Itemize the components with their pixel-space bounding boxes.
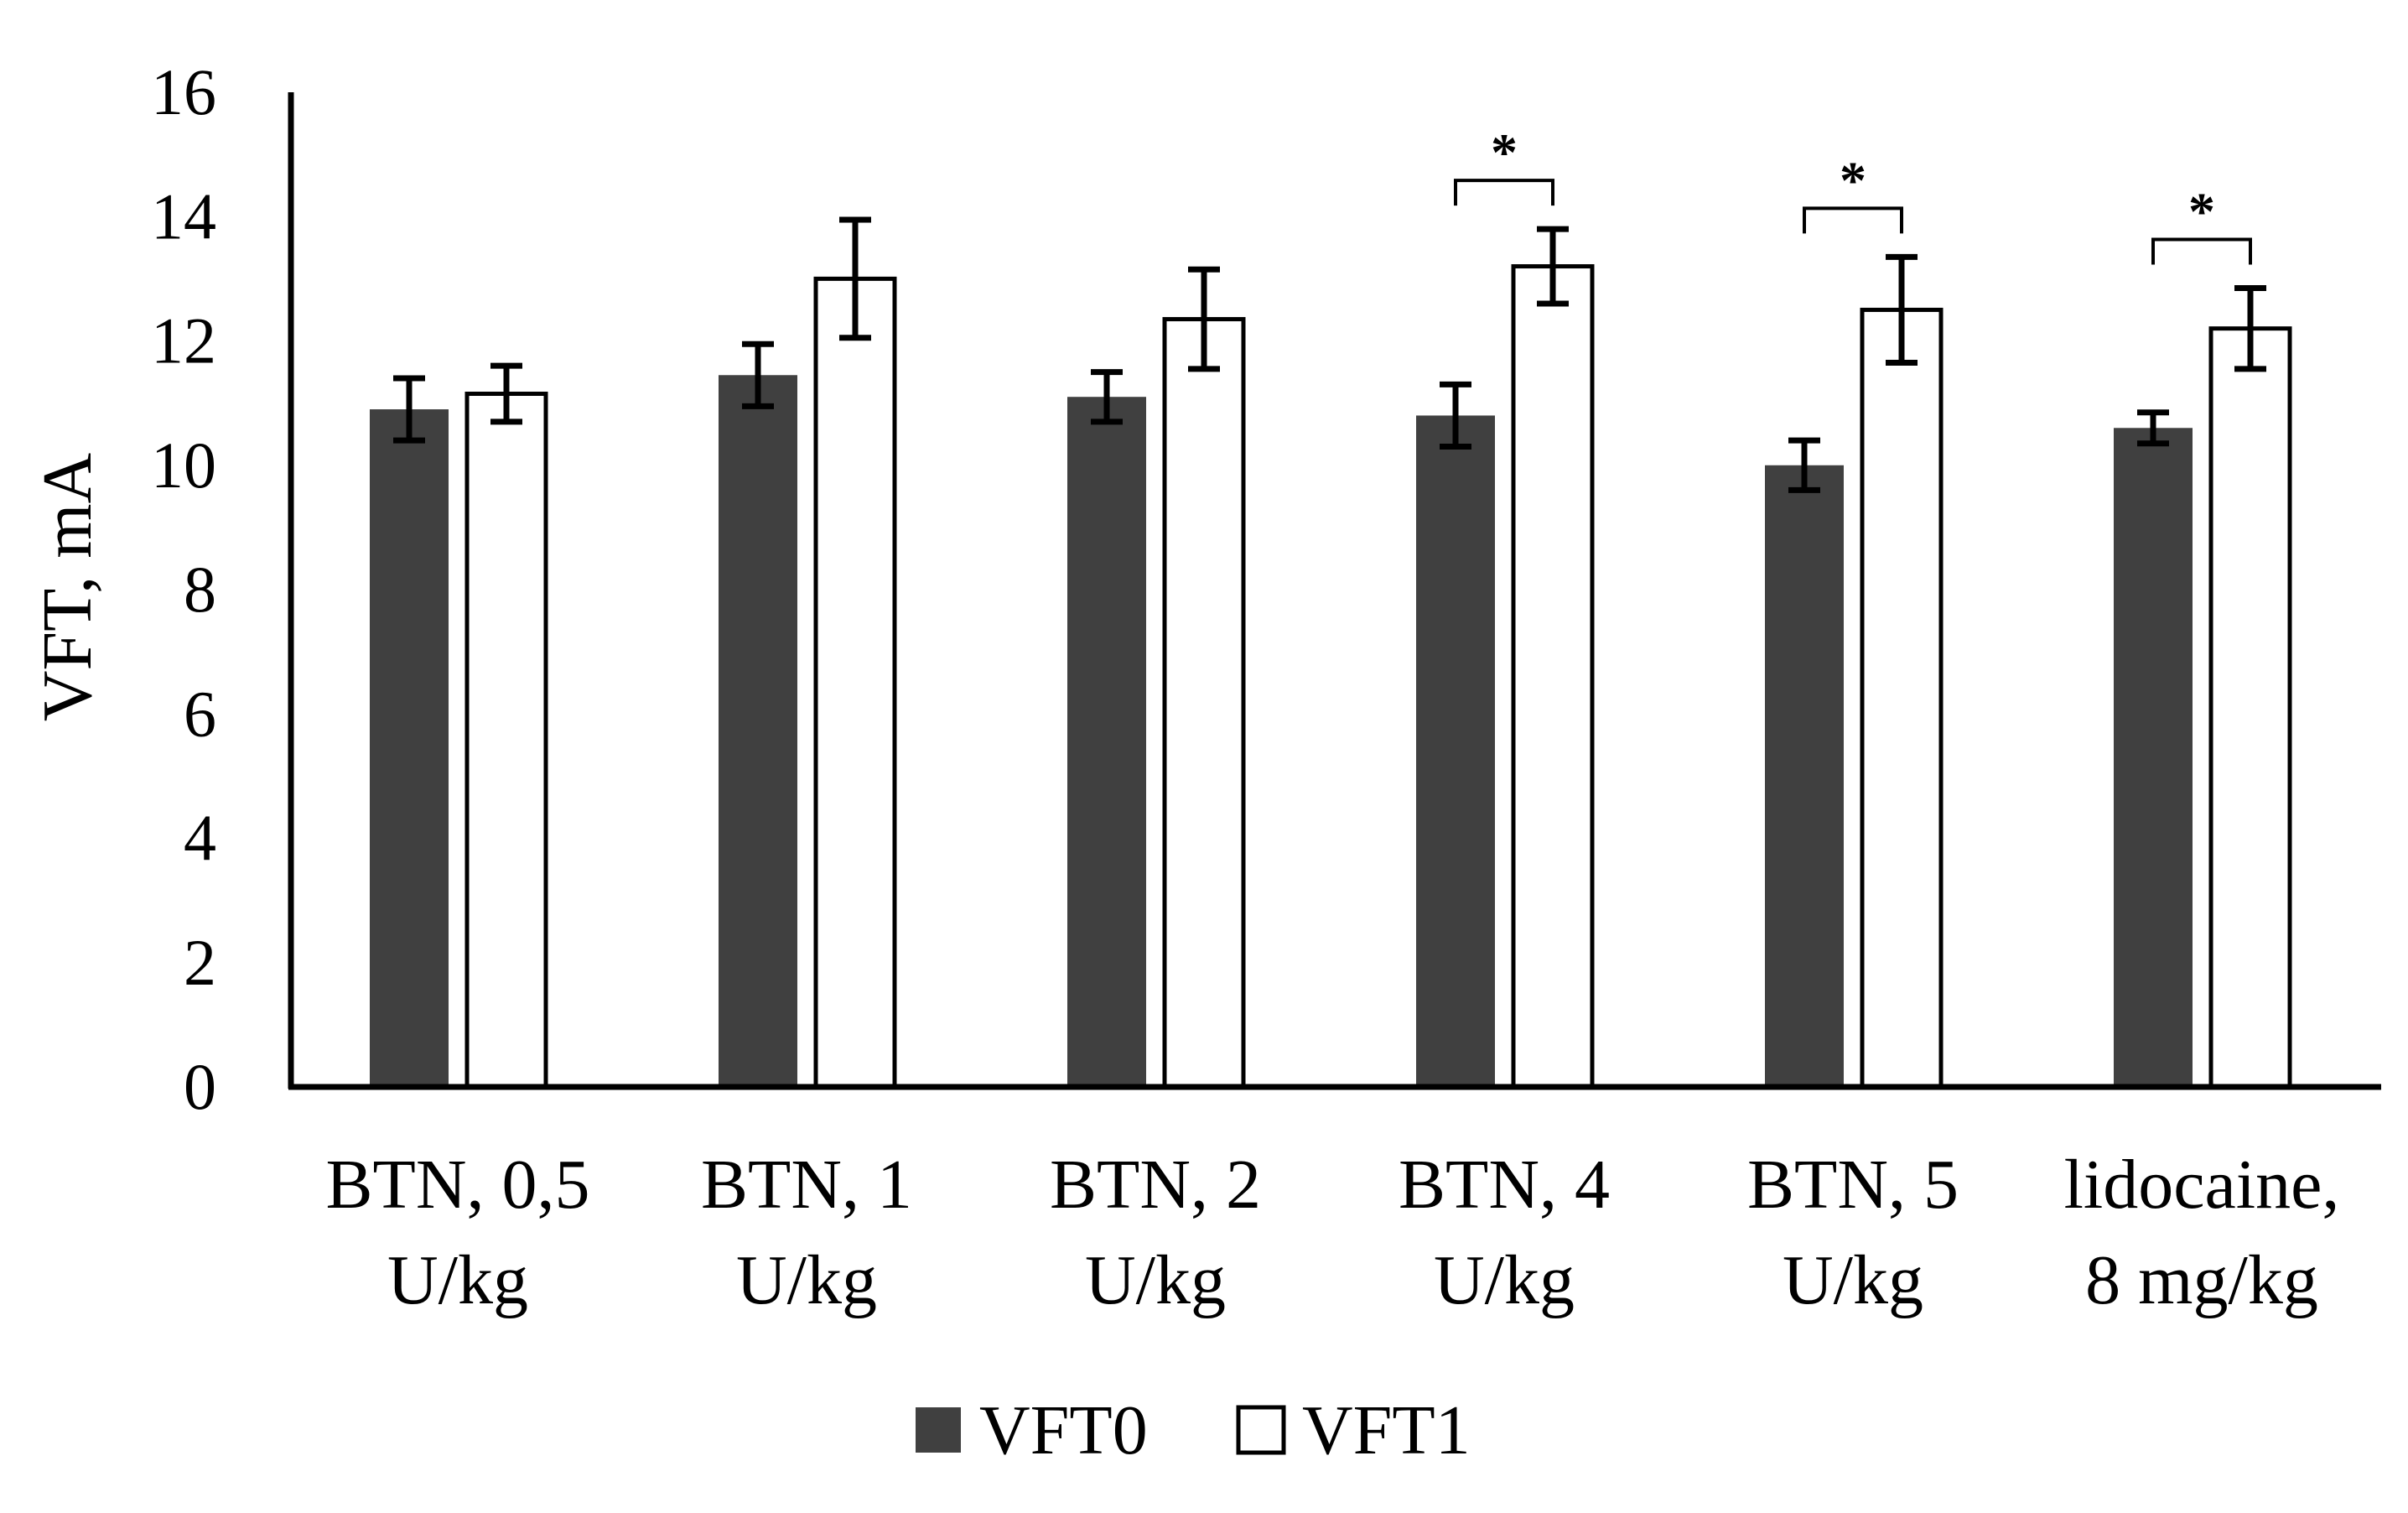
bars [370,264,2292,1089]
bar-vft1 [464,392,548,1089]
y-tick-label: 10 [151,429,216,502]
bar-vft0 [1067,397,1146,1087]
bar-vft0 [370,409,449,1088]
error-bars [393,216,2266,493]
legend-swatch-vft1 [1236,1405,1286,1455]
y-tick-label: 2 [184,926,216,999]
bar-vft0 [2114,428,2193,1087]
bar-vft1 [2208,326,2292,1089]
legend: VFT0 VFT1 [916,1391,1471,1469]
x-category-label: BTN, 4 [1399,1146,1610,1224]
x-category-label: 8 mg/kg [2085,1241,2318,1319]
y-tick-label: 16 [151,55,216,128]
x-category-label: U/kg [1434,1241,1575,1319]
bar-vft1 [1162,317,1246,1089]
x-category-label: U/kg [736,1241,877,1319]
y-tick-label: 12 [151,304,216,377]
legend-label-vft1: VFT1 [1302,1391,1471,1469]
significance-bracket [1803,206,1903,234]
bar-vft0 [1416,415,1495,1087]
y-tick-label: 4 [184,802,216,875]
bar-vft1 [1860,307,1944,1089]
x-category-label: lidocaine, [2064,1146,2340,1224]
y-tick-label: 14 [151,179,216,252]
x-category-label: BTN, 2 [1050,1146,1261,1224]
x-category-label: BTN, 0,5 [326,1146,590,1224]
y-axis-ticks: 0 2 4 6 8 10 12 14 16 [151,55,216,1123]
bar-vft0 [1765,465,1844,1087]
x-category-label: BTN, 1 [701,1146,912,1224]
y-axis-label: VFT, mA [29,452,106,721]
x-category-label: U/kg [1783,1241,1923,1319]
legend-swatch-vft0 [916,1407,961,1453]
x-axis-categories: BTN, 0,5 U/kg BTN, 1 U/kg BTN, 2 U/kg BTN, 4 U/… [326,1146,2340,1319]
y-tick-label: 6 [184,677,216,750]
y-tick-label: 8 [184,553,216,626]
x-category-label: U/kg [387,1241,528,1319]
significance-star: * [2188,181,2215,241]
y-tick-label: 0 [184,1050,216,1123]
significance-star: * [1491,122,1518,182]
bar-vft1 [1511,264,1595,1089]
bar-vft1 [813,276,897,1089]
significance-bracket [1454,179,1554,206]
significance-annotations: * * * [1454,122,2252,265]
x-category-label: U/kg [1085,1241,1226,1319]
significance-bracket [2151,237,2252,265]
x-category-label: BTN, 5 [1747,1146,1959,1224]
bar-vft0 [719,375,797,1087]
legend-label-vft0: VFT0 [979,1391,1148,1469]
significance-star: * [1840,150,1866,210]
